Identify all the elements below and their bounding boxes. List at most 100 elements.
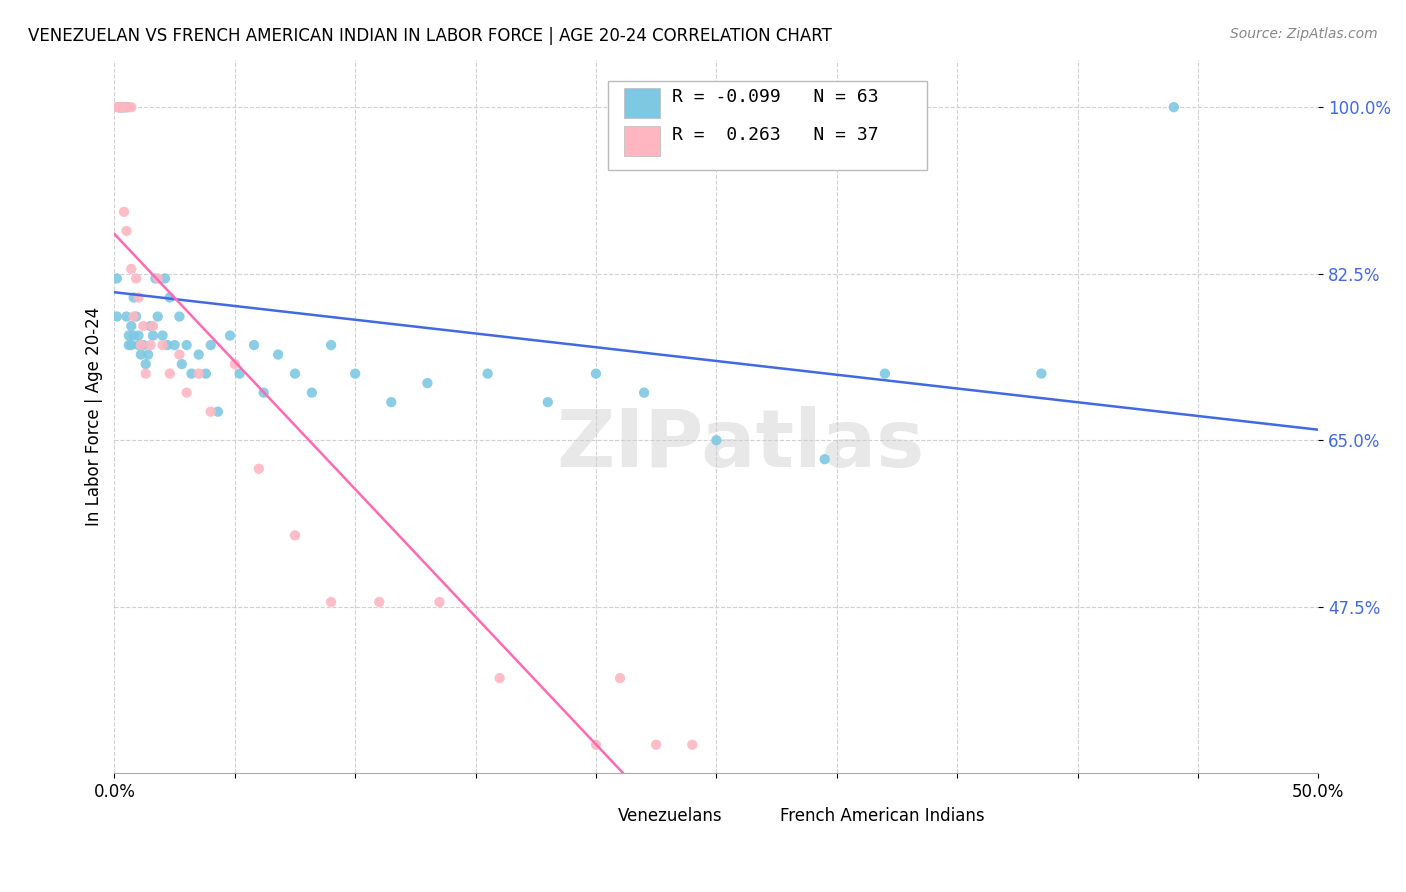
Point (142, 328, 165, 343)
Point (125, 271, 148, 285)
Point (122, 328, 145, 343)
Point (112, 100, 135, 114)
Point (873, 367, 896, 381)
Point (120, 262, 142, 277)
Point (219, 328, 242, 343)
Point (127, 328, 149, 343)
Point (429, 595, 451, 609)
Point (585, 738, 607, 752)
Point (284, 528, 307, 542)
Point (135, 357, 157, 371)
Text: R =  0.263   N = 37: R = 0.263 N = 37 (672, 126, 879, 144)
Point (143, 271, 166, 285)
Point (129, 338, 152, 352)
Point (609, 671, 631, 685)
Point (120, 319, 142, 334)
Point (319, 338, 342, 352)
Point (704, 434, 727, 448)
Point (176, 385, 198, 400)
Point (194, 367, 217, 381)
Point (108, 100, 131, 114)
Point (115, 310, 138, 324)
Point (111, 100, 134, 114)
Point (187, 348, 209, 362)
Point (127, 338, 149, 352)
Point (146, 271, 169, 285)
Bar (578, 808, 607, 829)
Point (163, 338, 186, 352)
Point (187, 367, 209, 381)
Text: R = -0.099   N = 63: R = -0.099 N = 63 (672, 88, 879, 106)
Point (1031, 367, 1053, 381)
Point (368, 595, 391, 609)
Point (108, 100, 131, 114)
Point (105, 310, 128, 324)
Point (125, 310, 148, 324)
Point (118, 328, 141, 343)
Point (301, 385, 323, 400)
Point (169, 348, 191, 362)
Point (228, 367, 250, 381)
Point (153, 271, 176, 285)
Point (170, 357, 193, 371)
Point (115, 100, 138, 114)
Point (224, 357, 246, 371)
Point (111, 100, 134, 114)
Point (814, 452, 837, 467)
Point (152, 338, 174, 352)
Bar (624, 88, 659, 119)
Point (111, 100, 134, 114)
Point (132, 319, 155, 334)
Bar (741, 808, 770, 829)
Point (243, 338, 266, 352)
Point (537, 395, 560, 409)
Text: Venezuelans: Venezuelans (617, 807, 723, 825)
Point (380, 395, 402, 409)
Point (633, 385, 655, 400)
Point (207, 405, 229, 419)
Point (142, 319, 165, 334)
Point (159, 291, 181, 305)
Y-axis label: In Labor Force | Age 20-24: In Labor Force | Age 20-24 (86, 307, 103, 526)
Point (169, 310, 191, 324)
Point (105, 271, 128, 285)
Point (247, 462, 270, 476)
Point (132, 338, 155, 352)
Point (146, 310, 169, 324)
Point (112, 100, 135, 114)
Point (139, 319, 162, 334)
Point (127, 291, 149, 305)
Text: Source: ZipAtlas.com: Source: ZipAtlas.com (1230, 27, 1378, 41)
Point (108, 100, 131, 114)
Point (129, 348, 152, 362)
Point (135, 367, 157, 381)
Point (176, 338, 198, 352)
Point (111, 100, 134, 114)
Point (180, 367, 202, 381)
Point (112, 100, 135, 114)
Point (120, 100, 142, 114)
Point (200, 405, 222, 419)
Point (267, 348, 290, 362)
Point (156, 338, 179, 352)
Point (122, 291, 145, 305)
Text: VENEZUELAN VS FRENCH AMERICAN INDIAN IN LABOR FORCE | AGE 20-24 CORRELATION CHAR: VENEZUELAN VS FRENCH AMERICAN INDIAN IN … (28, 27, 832, 45)
Point (253, 385, 276, 400)
Point (118, 100, 141, 114)
Point (477, 367, 499, 381)
Point (120, 338, 142, 352)
Point (112, 204, 135, 219)
Point (319, 595, 342, 609)
Point (645, 738, 668, 752)
Point (108, 100, 131, 114)
Point (585, 367, 607, 381)
Point (139, 338, 162, 352)
Point (122, 310, 145, 324)
Point (152, 328, 174, 343)
Point (284, 367, 307, 381)
Text: French American Indians: French American Indians (780, 807, 984, 825)
Text: ZIPatlas: ZIPatlas (557, 406, 925, 484)
Point (108, 100, 131, 114)
Point (1163, 100, 1185, 114)
Bar (624, 126, 659, 155)
